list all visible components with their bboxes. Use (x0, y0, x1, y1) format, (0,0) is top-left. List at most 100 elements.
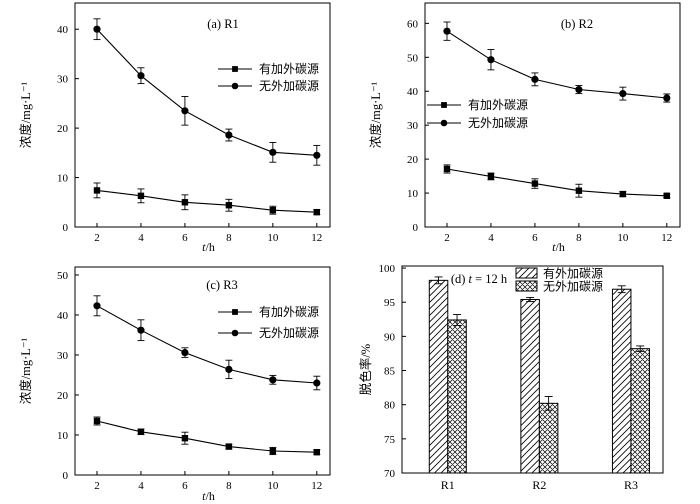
y-tick-label: 0 (413, 222, 419, 234)
bar (611, 288, 632, 474)
square-marker (225, 443, 233, 450)
y-axis-title: 浓度/mg·L⁻¹ (18, 337, 33, 404)
y-axis-ticks: 70 75 80 85 90 95 100 (379, 263, 406, 480)
square-marker (93, 417, 101, 425)
square-marker (137, 428, 145, 435)
y-tick-label: 0 (63, 222, 69, 234)
x-tick-label: 6 (182, 232, 188, 244)
square-marker (232, 309, 238, 315)
x-tick-label: 8 (576, 232, 582, 244)
axis-frame (74, 2, 331, 228)
circle-marker (487, 56, 495, 64)
bar (447, 319, 467, 474)
x-tick-label: 10 (617, 232, 629, 244)
data-series-1 (443, 21, 671, 103)
square-marker (225, 202, 233, 209)
chart-panel-a: 0 10 20 30 40 浓度/mg·L⁻¹ (a) R1 2 4 6 8 10 12 t/h 有加外碳源… (18, 2, 331, 252)
y-axis-ticks: 0 10 20 30 40 50 (57, 270, 79, 482)
axis-frame (74, 266, 331, 476)
legend-label: 有加外碳源 (468, 98, 528, 112)
circle-marker (137, 72, 145, 80)
legend-label: 无外加碳源 (259, 79, 319, 93)
circle-marker (181, 349, 189, 357)
x-axis-title: t/h (552, 240, 565, 252)
legend-label: 无外加碳源 (468, 116, 528, 130)
circle-marker (663, 94, 671, 102)
y-tick-label: 50 (57, 270, 69, 282)
y-tick-label: 50 (407, 52, 419, 64)
y-tick-label: 30 (407, 120, 419, 132)
x-tick-label: 6 (182, 480, 188, 492)
bar (428, 279, 449, 474)
y-tick-label: 100 (379, 263, 396, 275)
square-marker (441, 102, 447, 108)
y-axis-ticks: 0 10 20 30 40 (57, 24, 79, 234)
y-tick-label: 80 (384, 400, 396, 412)
data-series-1 (93, 18, 321, 166)
circle-marker (269, 376, 277, 384)
data-series-0 (93, 182, 321, 216)
series-line (96, 305, 317, 384)
series-line (96, 420, 317, 453)
circle-marker (231, 329, 239, 337)
square-marker (619, 190, 627, 198)
legend-swatch (515, 280, 538, 292)
legend-label: 有外加碳源 (543, 267, 603, 281)
x-tick-label: 2 (94, 480, 100, 492)
y-tick-label: 20 (57, 390, 69, 402)
circle-marker (225, 365, 233, 373)
circle-marker (93, 302, 101, 310)
circle-marker (93, 25, 101, 33)
series-line (96, 189, 317, 213)
legend-label: 有加外碳源 (259, 305, 319, 319)
chart-panel-c: 0 10 20 30 40 50 浓度/mg·L⁻¹ (c) R3 2 4 6 8 10 12 t/h 有加外… (18, 266, 331, 503)
x-category-label: R3 (624, 478, 638, 492)
y-tick-label: 10 (407, 188, 419, 200)
bar-group-R2 (520, 296, 559, 474)
data-series-0 (93, 416, 321, 456)
square-marker (93, 187, 101, 194)
y-axis-title: 浓度/mg·L⁻¹ (368, 81, 383, 148)
y-tick-label: 0 (63, 470, 69, 482)
legend-label: 无外加碳源 (259, 326, 319, 340)
chart-panel-b: 0 10 20 30 40 50 60 浓度/mg·L⁻¹ (b) R2 2 4 6 8 10 12 t/h 有… (368, 2, 681, 252)
legend-label: 无外加碳源 (543, 280, 603, 294)
x-axis-ticks: 2 4 6 8 10 12 (94, 223, 322, 244)
x-tick-label: 4 (138, 480, 144, 492)
y-tick-label: 30 (57, 74, 69, 86)
square-marker (181, 199, 189, 206)
chart-title: (b) R2 (561, 17, 593, 31)
y-tick-label: 75 (384, 434, 396, 446)
square-marker (269, 447, 277, 455)
series-line (446, 30, 667, 99)
circle-marker (440, 119, 448, 127)
y-axis-ticks: 0 10 20 30 40 50 60 (407, 18, 429, 234)
x-tick-label: 8 (226, 480, 232, 492)
square-marker (443, 165, 451, 173)
x-tick-label: 10 (267, 232, 279, 244)
chart-title: (d) t = 12 h (451, 272, 508, 286)
x-category-label: R2 (532, 478, 546, 492)
bar (520, 298, 540, 474)
y-tick-label: 95 (384, 297, 396, 309)
x-tick-label: 2 (444, 232, 450, 244)
x-tick-label: 8 (226, 232, 232, 244)
circle-marker (443, 27, 451, 35)
x-tick-label: 12 (311, 232, 322, 244)
square-marker (269, 206, 277, 214)
y-tick-label: 10 (57, 430, 69, 442)
circle-marker (231, 82, 239, 90)
y-tick-label: 60 (407, 18, 419, 30)
square-marker (531, 180, 539, 187)
axis-frame (424, 2, 681, 228)
circle-marker (269, 148, 277, 156)
y-tick-label: 85 (384, 366, 396, 378)
chart-panel-d: 70 75 80 85 90 95 100 脱色率/% (d) t = 12 h R1 R2 R3 有外… (358, 263, 664, 492)
y-tick-label: 40 (57, 24, 69, 36)
circle-marker (137, 326, 145, 334)
x-axis-title: t/h (202, 240, 215, 252)
circle-marker (575, 85, 583, 94)
chart-title: (c) R3 (206, 278, 238, 292)
